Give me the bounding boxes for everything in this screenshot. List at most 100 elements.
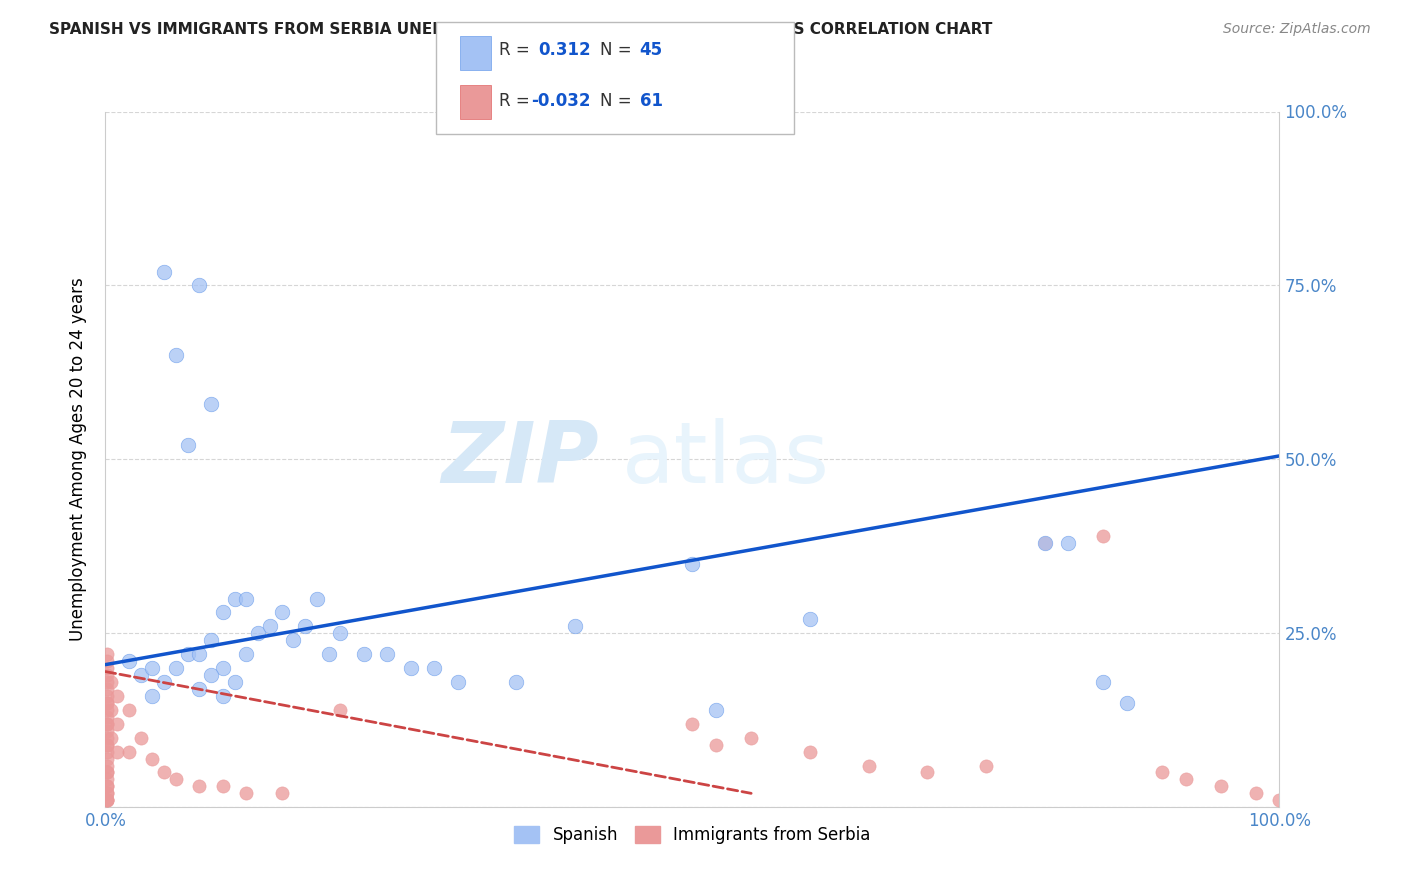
Point (153, 765, 176, 780)
Point (96, 689, 118, 703)
Point (165, 661, 187, 675)
Text: atlas: atlas (621, 417, 830, 501)
Point (96, 661, 118, 675)
Text: ZIP: ZIP (441, 417, 599, 501)
Point (235, 786, 257, 800)
Point (1092, 675, 1115, 690)
Point (259, 619, 281, 633)
Point (141, 689, 163, 703)
Point (564, 619, 586, 633)
Point (118, 745, 141, 759)
Point (305, 591, 328, 606)
Point (96, 745, 118, 759)
Point (858, 758, 880, 772)
Point (1268, 793, 1291, 807)
Point (974, 758, 997, 772)
Text: Source: ZipAtlas.com: Source: ZipAtlas.com (1223, 22, 1371, 37)
Point (188, 278, 211, 293)
Point (118, 703, 141, 717)
Point (118, 654, 141, 668)
Text: 0.312: 0.312 (538, 41, 591, 60)
Point (1174, 772, 1197, 787)
Point (235, 591, 257, 606)
Point (165, 348, 187, 362)
Point (224, 675, 246, 690)
Legend: Spanish, Immigrants from Serbia: Spanish, Immigrants from Serbia (508, 820, 877, 851)
Point (423, 661, 446, 675)
Point (105, 689, 128, 703)
Point (740, 731, 762, 745)
Text: 45: 45 (640, 41, 662, 60)
Text: N =: N = (600, 92, 637, 110)
Point (505, 675, 527, 690)
Point (96, 765, 118, 780)
Point (96, 696, 118, 710)
Point (200, 668, 222, 682)
Point (799, 745, 821, 759)
Point (283, 633, 305, 648)
Point (96, 793, 118, 807)
Point (153, 675, 176, 690)
Point (704, 738, 727, 752)
Point (96, 716, 118, 731)
Point (294, 619, 316, 633)
Point (129, 731, 152, 745)
Point (96, 654, 118, 668)
Point (141, 661, 163, 675)
Point (247, 626, 270, 640)
Point (211, 606, 233, 620)
Point (96, 723, 118, 738)
Point (100, 675, 122, 690)
Point (224, 591, 246, 606)
Point (682, 716, 704, 731)
Point (96, 793, 118, 807)
Point (235, 647, 257, 661)
Point (96, 647, 118, 661)
Point (1033, 536, 1056, 550)
Point (188, 780, 211, 794)
Point (165, 772, 187, 787)
Text: N =: N = (600, 41, 637, 60)
Point (153, 264, 176, 278)
Point (211, 661, 233, 675)
Point (96, 758, 118, 772)
Text: SPANISH VS IMMIGRANTS FROM SERBIA UNEMPLOYMENT AMONG AGES 20 TO 24 YEARS CORRELA: SPANISH VS IMMIGRANTS FROM SERBIA UNEMPL… (49, 22, 993, 37)
Point (399, 661, 422, 675)
Point (100, 731, 122, 745)
Point (96, 703, 118, 717)
Point (96, 751, 118, 765)
Point (96, 716, 118, 731)
Point (96, 780, 118, 794)
Point (176, 647, 198, 661)
Text: R =: R = (499, 92, 536, 110)
Point (704, 703, 727, 717)
Y-axis label: Unemployment Among Ages 20 to 24 years: Unemployment Among Ages 20 to 24 years (69, 277, 87, 641)
Point (96, 668, 118, 682)
Point (188, 647, 211, 661)
Point (799, 612, 821, 626)
Point (1244, 786, 1267, 800)
Point (211, 689, 233, 703)
Point (96, 710, 118, 724)
Point (96, 786, 118, 800)
Point (96, 738, 118, 752)
Point (129, 668, 152, 682)
Point (96, 731, 118, 745)
Point (176, 438, 198, 452)
Point (447, 675, 470, 690)
Point (318, 647, 340, 661)
Point (1115, 696, 1137, 710)
Point (1092, 529, 1115, 543)
Point (105, 745, 128, 759)
Point (96, 772, 118, 787)
Point (96, 793, 118, 807)
Point (211, 780, 233, 794)
Text: R =: R = (499, 41, 536, 60)
Point (96, 780, 118, 794)
Point (682, 557, 704, 571)
Text: -0.032: -0.032 (531, 92, 591, 110)
Point (270, 606, 292, 620)
Point (329, 626, 352, 640)
Point (100, 703, 122, 717)
Point (96, 696, 118, 710)
